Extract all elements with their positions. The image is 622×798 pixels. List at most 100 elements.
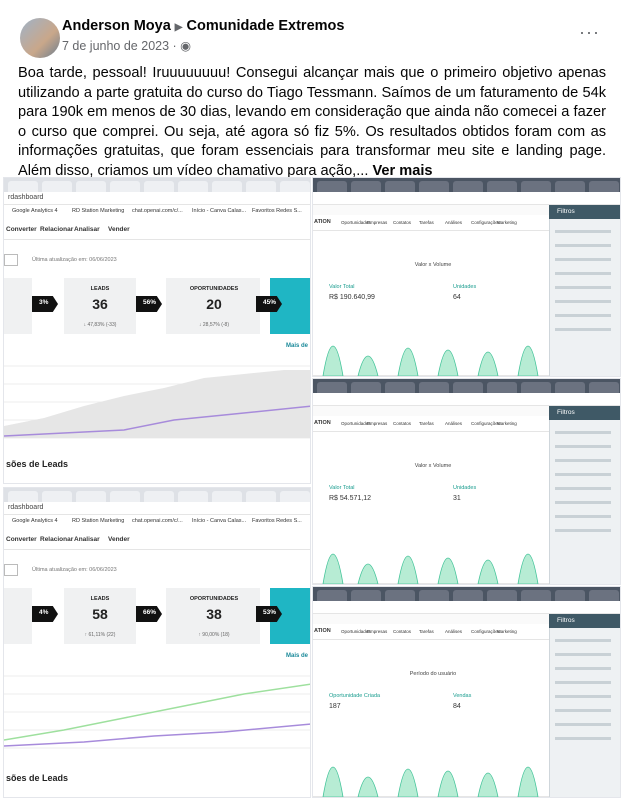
metric-value: 84: [453, 703, 461, 710]
filters-title: Filtros: [557, 617, 575, 624]
tab: [144, 181, 174, 192]
nav-item: Oportunidades: [341, 220, 371, 225]
nav-item: Converter: [6, 536, 37, 543]
nav-item: Analisar: [74, 536, 100, 543]
tab: [589, 181, 619, 192]
heading: Período do usuário: [409, 671, 457, 677]
funnel-rate: 3%: [39, 299, 49, 306]
group[interactable]: Comunidade Extremos: [186, 18, 345, 34]
filter-row: [555, 459, 611, 462]
area-chart: [313, 766, 549, 797]
heading: Valor x Volume: [414, 463, 452, 469]
screenshot[interactable]: ATION Oportunidades Empresas Contatos Tarefa…: [312, 177, 621, 377]
nav-bar: [4, 530, 310, 550]
nav-bar: [313, 416, 620, 432]
funnel-arrow: [256, 606, 282, 622]
bookmark: Início - Canva Calas...: [192, 518, 247, 524]
author[interactable]: Anderson Moya: [62, 18, 171, 34]
see-more[interactable]: Ver mais: [372, 162, 433, 179]
filter-row: [555, 737, 611, 740]
nav-bar: [313, 215, 620, 231]
nav-item: Configurações: [471, 629, 501, 634]
globe-icon: ◉: [180, 39, 192, 53]
bookmark: Início - Canva Calas...: [192, 208, 247, 214]
tab: [76, 181, 106, 192]
tab: [385, 181, 415, 192]
kpi-label: OPORTUNIDADES: [189, 596, 239, 602]
nav-item: Tarefas: [419, 629, 434, 634]
funnel-rate: 4%: [39, 609, 49, 616]
kpi-label: LEADS: [90, 286, 110, 292]
tab: [110, 491, 140, 502]
kpi-change: ↓ 28,57% (-8): [198, 322, 229, 328]
tab: [453, 181, 483, 192]
nav-item: Vender: [108, 536, 130, 543]
tab: [453, 382, 483, 393]
url: rdashboard: [8, 194, 44, 201]
tab: [487, 181, 517, 192]
area-chart: [313, 553, 549, 584]
tab: [42, 491, 72, 502]
address-bar: [4, 502, 310, 515]
date-box: [4, 254, 18, 266]
brand: ATION: [314, 219, 331, 225]
avatar[interactable]: [20, 18, 60, 58]
funnel-rate: 56%: [143, 299, 157, 306]
kpi-value: 20: [206, 296, 222, 312]
url: rdashboard: [8, 504, 44, 511]
address-bar: [4, 192, 310, 205]
updated: Última atualização em: 06/06/2023: [32, 567, 117, 573]
kpi-box: [64, 278, 136, 334]
filters-header: [549, 205, 620, 219]
screenshot[interactable]: ATION Oportunidades Empresas Contatos Tarefa…: [312, 378, 621, 585]
kpi-box: [64, 588, 136, 644]
screenshot[interactable]: rdashboard Google Analytics 4 RD Station M…: [3, 487, 311, 798]
screenshot[interactable]: rdashboard Google Analytics 4 RD Station M…: [3, 177, 311, 484]
date[interactable]: 7 de junho de 2023: [62, 39, 170, 53]
menu-dots[interactable]: ···: [579, 22, 600, 42]
tab: [419, 181, 449, 192]
nav-item: Contatos: [393, 220, 412, 225]
tab: [487, 382, 517, 393]
filters-title: Filtros: [557, 208, 575, 215]
post-header: Anderson Moya ▶ Comunidade Extremos: [62, 18, 344, 34]
filter-row: [555, 300, 611, 303]
nav-item: Vender: [108, 226, 130, 233]
filter-row: [555, 314, 611, 317]
post-text-block: Boa tarde, pessoal! Iruuuuuuuu! Consegui…: [18, 64, 606, 182]
nav-item: Marketing: [497, 421, 517, 426]
section-title: sões de Leads: [6, 773, 69, 783]
kpi-label: OPORTUNIDADES: [189, 286, 239, 292]
kpi-box: [166, 588, 260, 644]
filter-row: [555, 286, 611, 289]
tab: [8, 181, 38, 192]
tab: [351, 382, 381, 393]
filter-row: [555, 230, 611, 233]
filter-row: [555, 272, 611, 275]
kpi-label: LEADS: [90, 596, 110, 602]
filter-row: [555, 501, 611, 504]
filter-row: [555, 487, 611, 490]
funnel-rate: 66%: [143, 609, 157, 616]
filter-row: [555, 431, 611, 434]
gallery[interactable]: rdashboard Google Analytics 4 RD Station M…: [0, 177, 622, 798]
filter-row: [555, 258, 611, 261]
tab: [385, 590, 415, 601]
tab: [212, 491, 242, 502]
filter-row: [555, 445, 611, 448]
funnel-arrow: [32, 606, 58, 622]
tab: [280, 491, 310, 502]
filter-row: [555, 667, 611, 670]
nav-item: Relacionar: [40, 536, 74, 543]
tab: [385, 382, 415, 393]
kpi-value: 58: [92, 606, 108, 622]
metric-value: R$ 190.640,99: [329, 294, 375, 301]
screenshot[interactable]: ATION Oportunidades Empresas Contatos Tarefa…: [312, 586, 621, 798]
address-bar: [313, 393, 620, 406]
kpi-change: ↓ 47,83% (-33): [83, 322, 117, 328]
tab: [521, 590, 551, 601]
tab: [419, 382, 449, 393]
tab: [555, 181, 585, 192]
address-bar: [313, 601, 620, 614]
